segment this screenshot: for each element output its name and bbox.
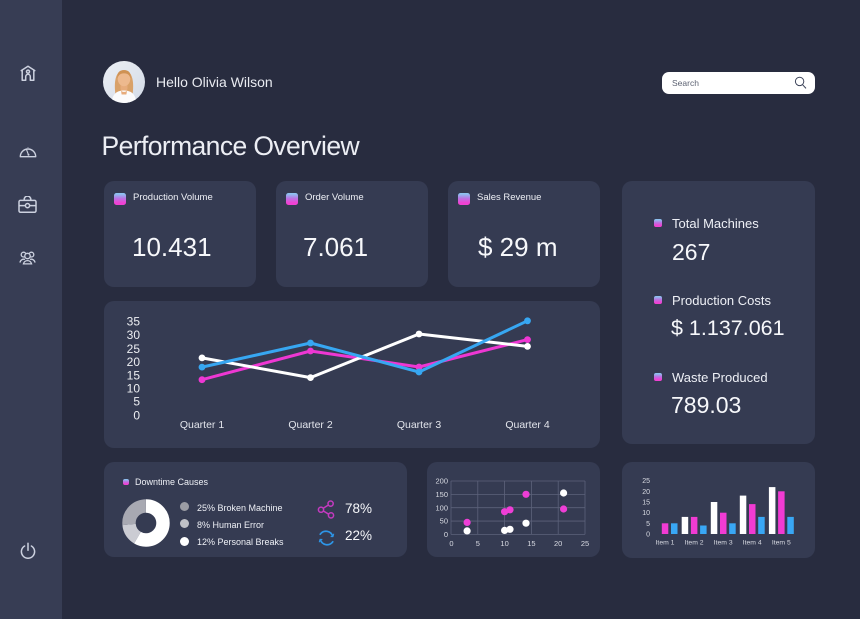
svg-text:5: 5	[476, 539, 480, 548]
svg-text:15: 15	[527, 539, 535, 548]
svg-text:0: 0	[444, 530, 448, 539]
svg-text:20: 20	[642, 489, 650, 496]
svg-text:50: 50	[440, 517, 448, 526]
svg-text:Item 5: Item 5	[772, 540, 791, 547]
svg-text:0: 0	[449, 539, 453, 548]
svg-text:Item 3: Item 3	[714, 540, 733, 547]
svg-text:Quarter 2: Quarter 2	[288, 419, 333, 431]
svg-text:150: 150	[435, 490, 448, 499]
svg-text:25: 25	[642, 478, 650, 485]
svg-text:15: 15	[642, 500, 650, 507]
svg-text:0: 0	[646, 532, 650, 539]
svg-text:Item 2: Item 2	[685, 540, 704, 547]
svg-text:10: 10	[642, 510, 650, 517]
svg-text:Item 1: Item 1	[656, 540, 675, 547]
svg-text:100: 100	[435, 503, 448, 512]
svg-text:10: 10	[127, 381, 141, 395]
svg-text:Quarter 1: Quarter 1	[180, 419, 225, 431]
svg-text:25: 25	[581, 539, 589, 548]
svg-text:15: 15	[127, 368, 141, 382]
svg-text:20: 20	[127, 355, 141, 369]
svg-text:Quarter 4: Quarter 4	[505, 419, 550, 431]
svg-text:20: 20	[554, 539, 562, 548]
svg-text:Item 4: Item 4	[743, 540, 762, 547]
svg-text:Quarter 3: Quarter 3	[397, 419, 442, 431]
svg-text:0: 0	[133, 408, 140, 422]
svg-text:10: 10	[500, 539, 508, 548]
svg-text:35: 35	[127, 315, 141, 329]
svg-text:30: 30	[127, 328, 141, 342]
svg-text:200: 200	[435, 477, 448, 486]
svg-text:5: 5	[646, 521, 650, 528]
svg-text:25: 25	[127, 342, 141, 356]
svg-text:5: 5	[133, 395, 140, 409]
